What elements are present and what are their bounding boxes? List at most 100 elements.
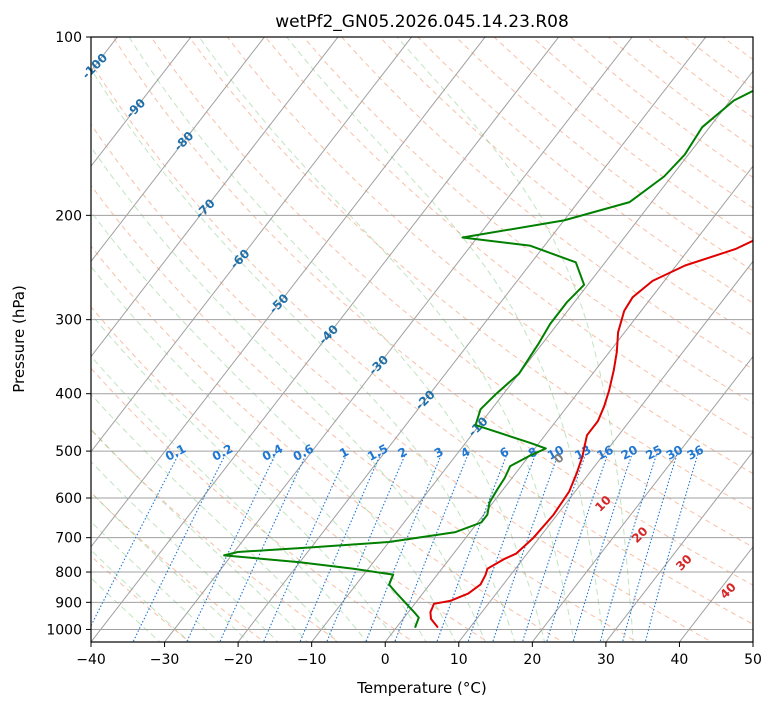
isotherm-label: -30 (366, 353, 391, 378)
mixing-ratio-label: 6 (497, 445, 511, 461)
dry-adiabat (91, 367, 415, 642)
mixing-ratio-line (521, 453, 587, 642)
mixing-ratio-label: 0.4 (260, 441, 285, 463)
isotherm-line (311, 70, 753, 642)
theta-label: 30 (673, 552, 695, 574)
x-tick-label: 20 (523, 652, 541, 668)
x-tick-label: −10 (297, 652, 327, 668)
y-tick-label: 500 (55, 444, 82, 460)
mixing-ratio-line (262, 453, 348, 642)
isotherm-label: -70 (193, 196, 218, 221)
dry-adiabat (684, 37, 753, 90)
mixing-ratio-line (132, 453, 227, 642)
dry-adiabat (341, 37, 753, 370)
x-tick-label: 10 (450, 652, 468, 668)
isotherm-line (237, 37, 707, 642)
theta-label: 10 (592, 493, 614, 515)
y-tick-label: 400 (55, 387, 82, 403)
theta-label: 20 (629, 524, 651, 546)
chart-title: wetPf2_GN05.2026.045.14.23.R08 (275, 12, 569, 32)
moist-adiabat (91, 520, 220, 642)
mixing-ratio-line (546, 453, 609, 642)
dry-adiabat (265, 37, 753, 439)
mixing-ratio-line (91, 453, 180, 627)
x-tick-label: 50 (744, 652, 762, 668)
y-tick-label: 800 (55, 565, 82, 581)
mixing-ratio-label: 1 (337, 445, 351, 461)
mixing-ratio-label: 36 (685, 443, 706, 463)
isotherm-line (605, 450, 753, 642)
dry-adiabat (91, 62, 753, 625)
mixing-ratio-line (186, 453, 277, 642)
x-axis: −40 −30 −20 −10 0 10 20 30 40 50 (76, 642, 762, 668)
dry-adiabat (150, 37, 753, 548)
isotherm-line (458, 260, 753, 642)
mixing-ratio-label: 0.1 (163, 441, 188, 463)
isotherm-line (91, 37, 339, 358)
dry-adiabat (91, 245, 564, 642)
mixing-ratio-label: 2 (396, 445, 410, 461)
isotherm-label: -90 (123, 96, 148, 121)
y-axis-title: Pressure (hPa) (10, 285, 28, 393)
isotherm-line (163, 37, 633, 642)
y-tick-label: 300 (55, 313, 82, 329)
dry-adiabat (455, 37, 753, 272)
dry-adiabat (91, 123, 713, 642)
mixing-ratio-label: 1.5 (365, 441, 390, 463)
moist-adiabat (91, 428, 309, 642)
mixing-ratio-line (644, 453, 699, 642)
dry-adiabat (188, 37, 753, 511)
dewpoint-profile-line (223, 89, 753, 628)
isotherm-line (91, 37, 486, 548)
isotherm-line (384, 165, 753, 642)
mixing-ratio-line (219, 453, 307, 642)
moist-adiabat (91, 491, 250, 642)
x-tick-label: 0 (381, 652, 390, 668)
mixing-ratio-line (299, 453, 382, 642)
dry-adiabat (761, 37, 775, 644)
moist-adiabat (91, 265, 427, 642)
mixing-ratio-label: 4 (458, 445, 472, 461)
mixing-ratio-line (365, 453, 443, 642)
mixing-ratio-label: 30 (664, 443, 685, 463)
x-tick-label: 40 (671, 652, 689, 668)
dry-adiabat (112, 37, 753, 586)
mixing-ratio-line (394, 453, 469, 642)
isotherm-label: -60 (227, 246, 252, 271)
isotherm-label: -100 (79, 51, 110, 82)
y-tick-label: 600 (55, 491, 82, 507)
mixing-ratio-line (326, 453, 407, 642)
mixing-ratio-label: 0.6 (291, 442, 316, 464)
dry-adiabat (91, 429, 340, 642)
moist-adiabat (91, 549, 191, 642)
x-tick-label: −40 (76, 652, 106, 668)
dry-adiabat (493, 37, 753, 240)
isotherm-line (91, 37, 266, 263)
dry-adiabat (722, 37, 753, 61)
background-lines (91, 37, 775, 644)
mixing-ratio-line (467, 453, 537, 642)
dry-adiabat (91, 306, 489, 642)
temperature-profile-line (429, 239, 753, 628)
mixing-ratio-line (572, 453, 633, 642)
dry-adiabat (226, 37, 753, 475)
mixing-ratio-line (599, 453, 658, 642)
x-tick-label: −20 (223, 652, 253, 668)
y-tick-label: 700 (55, 531, 82, 547)
dry-adiabat (379, 37, 753, 337)
isotherm-line (91, 37, 192, 168)
isotherm-label: -50 (266, 291, 291, 316)
isotherm-line (91, 37, 560, 642)
x-axis-title: Temperature (°C) (356, 679, 486, 697)
moist-adiabat (91, 210, 457, 642)
mixing-ratio-line (621, 453, 678, 642)
y-axis: 1000 900 800 700 600 500 400 300 200 100 (46, 30, 91, 638)
isotherm-line (752, 641, 753, 642)
dry-adiabat (646, 37, 753, 119)
mixing-ratio-line (492, 453, 559, 642)
y-tick-label: 900 (55, 595, 82, 611)
isotherm-line (531, 355, 753, 642)
x-tick-label: 30 (597, 652, 615, 668)
y-tick-label: 1000 (46, 622, 82, 638)
y-tick-label: 100 (55, 30, 82, 46)
